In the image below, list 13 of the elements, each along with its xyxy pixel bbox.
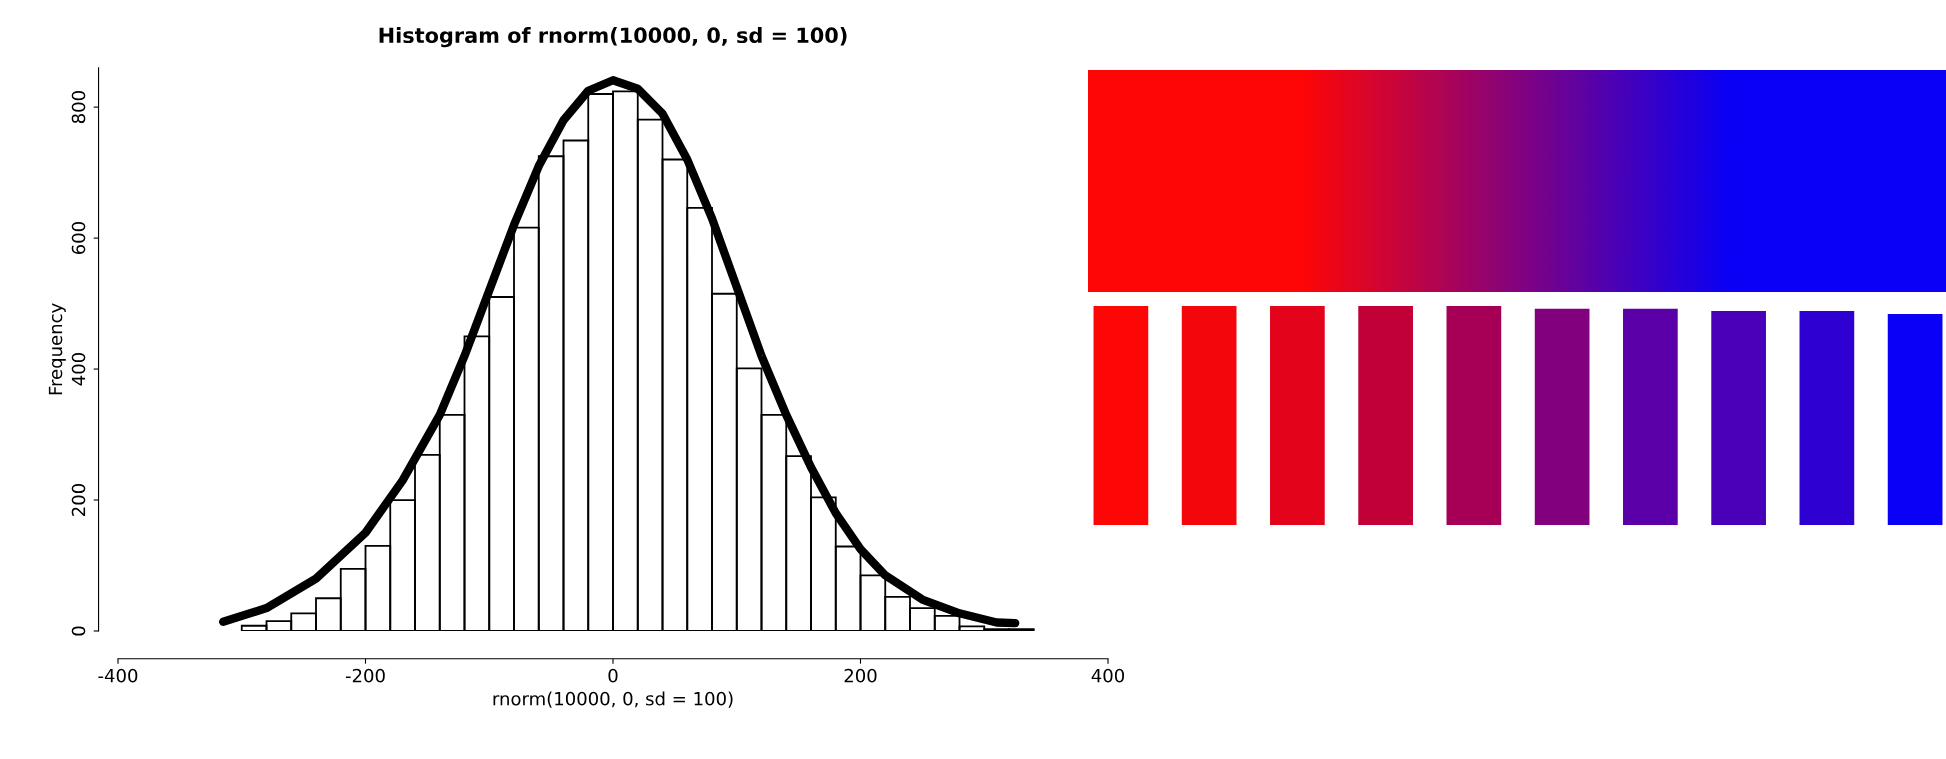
x-tick-label: 400 <box>1091 668 1125 683</box>
x-tick-label: -400 <box>98 668 138 683</box>
y-tick-label: 0 <box>71 626 86 636</box>
x-axis-title: rnorm(10000, 0, sd = 100) <box>493 691 733 708</box>
x-tick-label: 200 <box>844 668 877 683</box>
chart-title: Histogram of rnorm(10000, 0, sd = 100) <box>379 26 847 48</box>
y-axis-title: Frequency <box>48 303 66 395</box>
x-tick-label: -200 <box>345 668 385 683</box>
y-tick-label: 200 <box>71 484 86 516</box>
y-tick-label: 400 <box>71 353 86 386</box>
y-tick-label: 600 <box>71 222 86 255</box>
x-tick-label: 0 <box>608 668 618 683</box>
y-tick-label: 800 <box>71 91 86 124</box>
